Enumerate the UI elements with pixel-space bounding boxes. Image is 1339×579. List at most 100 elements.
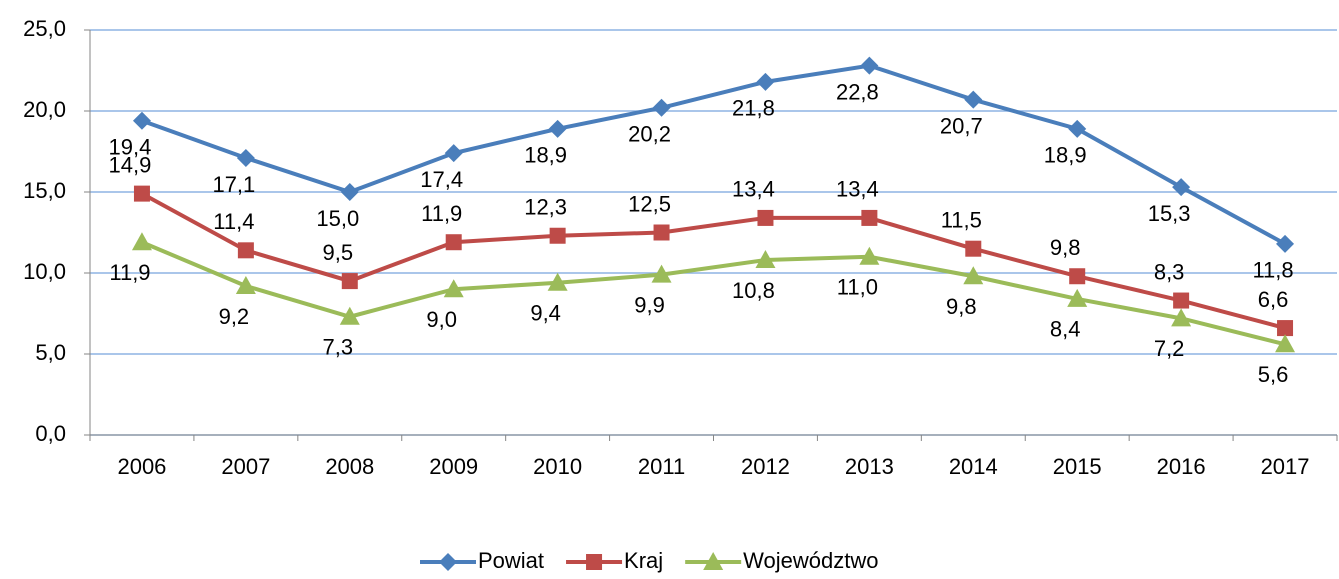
marker xyxy=(965,240,982,257)
marker xyxy=(1275,334,1296,353)
data-label: 7,2 xyxy=(1154,336,1185,361)
marker xyxy=(964,90,983,109)
y-tick-label: 25,0 xyxy=(23,16,66,41)
series-line xyxy=(141,63,1286,246)
marker xyxy=(653,224,670,241)
marker xyxy=(340,183,359,201)
y-tick-label: 5,0 xyxy=(35,340,66,365)
data-label: 12,5 xyxy=(628,191,671,216)
marker xyxy=(1172,178,1191,197)
marker xyxy=(132,111,151,130)
marker xyxy=(445,234,462,251)
data-label: 11,9 xyxy=(421,201,462,226)
y-tick-label: 0,0 xyxy=(35,421,66,446)
data-label: 9,8 xyxy=(1050,235,1081,260)
data-label: 7,3 xyxy=(322,335,353,360)
data-label: 19,4 xyxy=(109,135,152,160)
data-label: 9,0 xyxy=(426,307,457,332)
data-label: 6,6 xyxy=(1258,287,1289,312)
marker xyxy=(703,552,724,570)
data-label: 18,9 xyxy=(1044,143,1087,168)
x-tick-label: 2008 xyxy=(325,454,374,479)
marker xyxy=(757,209,774,226)
marker xyxy=(652,98,671,117)
x-tick-label: 2011 xyxy=(638,454,685,479)
x-tick-label: 2007 xyxy=(221,454,270,479)
data-label: 18,9 xyxy=(524,143,567,168)
data-label: 11,9 xyxy=(109,260,150,285)
data-label: 11,5 xyxy=(941,208,982,233)
marker xyxy=(444,144,463,163)
data-label: 10,8 xyxy=(732,278,775,303)
marker xyxy=(1171,308,1192,327)
data-label: 5,6 xyxy=(1258,362,1289,387)
x-tick-label: 2016 xyxy=(1157,454,1206,479)
marker xyxy=(439,553,457,571)
marker xyxy=(861,209,878,226)
data-label: 15,0 xyxy=(316,206,359,231)
data-label: 17,1 xyxy=(212,172,255,197)
marker xyxy=(341,273,358,290)
data-label: 12,3 xyxy=(524,195,567,220)
y-tick-label: 10,0 xyxy=(23,259,66,284)
marker xyxy=(756,72,775,91)
legend-label: Kraj xyxy=(624,548,663,573)
x-tick-label: 2013 xyxy=(845,454,894,479)
marker xyxy=(548,119,567,138)
legend-label: Powiat xyxy=(478,548,544,573)
data-label: 17,4 xyxy=(420,167,463,192)
marker xyxy=(1276,234,1295,253)
x-tick-label: 2009 xyxy=(429,454,478,479)
data-label: 14,9 xyxy=(109,152,152,177)
legend-label: Województwo xyxy=(743,548,878,573)
data-label: 11,0 xyxy=(837,275,878,300)
marker xyxy=(651,264,672,283)
data-label: 20,7 xyxy=(940,113,983,138)
x-tick-label: 2014 xyxy=(949,454,998,479)
data-label: 15,3 xyxy=(1148,201,1191,226)
data-label: 22,8 xyxy=(836,79,879,104)
marker xyxy=(1068,119,1087,138)
data-label: 9,9 xyxy=(634,292,665,317)
series-line xyxy=(141,240,1286,347)
data-label: 13,4 xyxy=(732,177,775,202)
marker xyxy=(1173,292,1190,309)
data-label: 8,4 xyxy=(1050,317,1081,342)
data-label: 9,4 xyxy=(530,301,561,326)
x-tick-label: 2012 xyxy=(741,454,790,479)
marker xyxy=(1069,268,1086,285)
y-tick-label: 15,0 xyxy=(23,178,66,203)
x-tick-label: 2010 xyxy=(533,454,582,479)
marker xyxy=(963,266,984,285)
x-tick-label: 2017 xyxy=(1261,454,1310,479)
marker xyxy=(549,227,566,244)
data-label: 9,8 xyxy=(946,294,977,319)
x-tick-label: 2015 xyxy=(1053,454,1102,479)
marker xyxy=(755,250,776,269)
marker xyxy=(1067,288,1088,307)
data-label: 8,3 xyxy=(1154,259,1185,284)
x-tick-label: 2006 xyxy=(117,454,166,479)
y-tick-label: 20,0 xyxy=(23,97,66,122)
marker xyxy=(131,232,152,251)
marker xyxy=(133,185,150,202)
marker xyxy=(237,242,254,259)
data-label: 11,8 xyxy=(1252,258,1293,283)
data-label: 11,4 xyxy=(213,209,254,234)
data-label: 20,2 xyxy=(628,122,671,147)
series-line xyxy=(141,191,1286,331)
marker xyxy=(339,306,360,325)
data-label: 9,5 xyxy=(322,240,353,265)
data-label: 21,8 xyxy=(732,96,775,121)
marker xyxy=(547,272,568,291)
marker xyxy=(860,56,879,75)
marker xyxy=(235,275,256,294)
data-label: 9,2 xyxy=(219,304,250,329)
marker xyxy=(443,279,464,298)
marker xyxy=(859,246,880,265)
marker xyxy=(586,554,603,570)
data-label: 13,4 xyxy=(836,177,879,202)
marker xyxy=(1277,320,1294,337)
marker xyxy=(236,148,255,167)
